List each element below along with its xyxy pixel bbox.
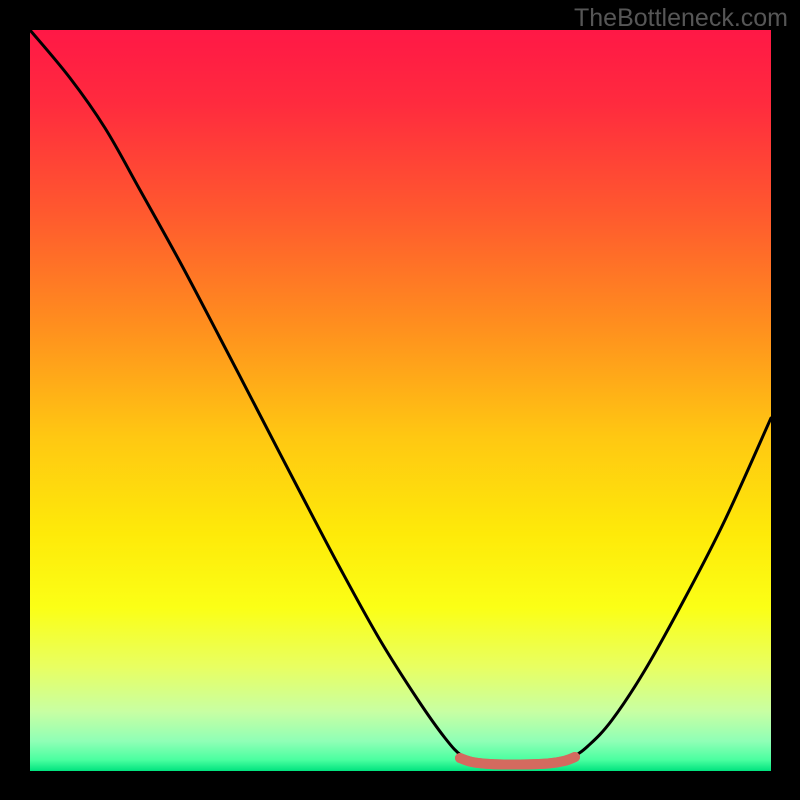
chart-container: TheBottleneck.com bbox=[0, 0, 800, 800]
plot-area bbox=[30, 30, 771, 771]
gradient-background bbox=[30, 30, 771, 771]
watermark-text: TheBottleneck.com bbox=[574, 4, 788, 33]
chart-svg bbox=[30, 30, 771, 771]
